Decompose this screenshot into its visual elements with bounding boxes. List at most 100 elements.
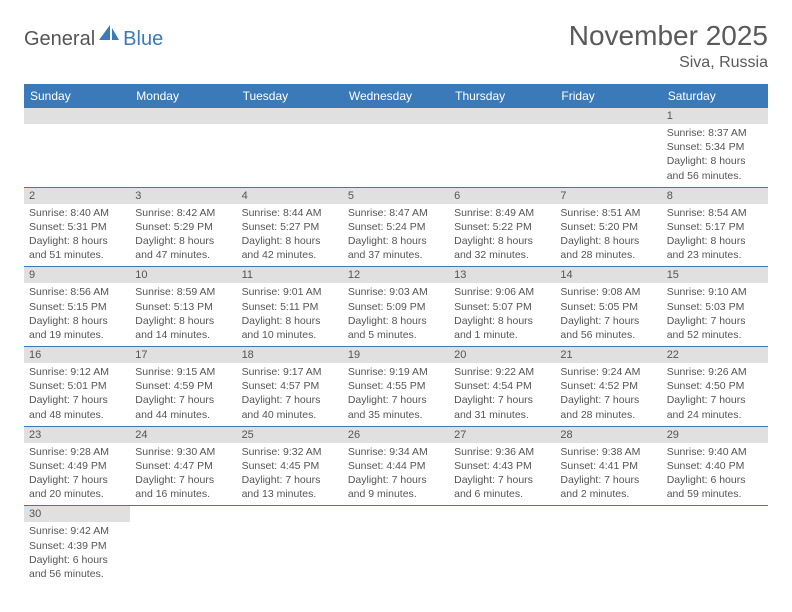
day-header-sunday: Sunday bbox=[24, 84, 130, 108]
day-info: Sunrise: 9:17 AMSunset: 4:57 PMDaylight:… bbox=[237, 363, 343, 426]
day-number: 2 bbox=[24, 188, 130, 204]
sunrise-line: Sunrise: 9:08 AM bbox=[560, 285, 656, 299]
day-cell: 15Sunrise: 9:10 AMSunset: 5:03 PMDayligh… bbox=[662, 267, 768, 347]
sunset-line: Sunset: 4:39 PM bbox=[29, 539, 125, 553]
empty-day-info bbox=[237, 124, 343, 180]
day-cell: 3Sunrise: 8:42 AMSunset: 5:29 PMDaylight… bbox=[130, 187, 236, 267]
day-number: 13 bbox=[449, 267, 555, 283]
day-cell bbox=[24, 108, 130, 187]
daylight-line: Daylight: 7 hours and 35 minutes. bbox=[348, 393, 444, 421]
day-info: Sunrise: 9:01 AMSunset: 5:11 PMDaylight:… bbox=[237, 283, 343, 346]
daylight-line: Daylight: 8 hours and 51 minutes. bbox=[29, 234, 125, 262]
day-info: Sunrise: 8:49 AMSunset: 5:22 PMDaylight:… bbox=[449, 204, 555, 267]
day-number: 22 bbox=[662, 347, 768, 363]
daylight-line: Daylight: 7 hours and 56 minutes. bbox=[560, 314, 656, 342]
week-row: 2Sunrise: 8:40 AMSunset: 5:31 PMDaylight… bbox=[24, 187, 768, 267]
sunset-line: Sunset: 4:59 PM bbox=[135, 379, 231, 393]
sunset-line: Sunset: 5:22 PM bbox=[454, 220, 550, 234]
daylight-line: Daylight: 8 hours and 14 minutes. bbox=[135, 314, 231, 342]
day-cell bbox=[449, 108, 555, 187]
day-number: 12 bbox=[343, 267, 449, 283]
day-number: 25 bbox=[237, 427, 343, 443]
day-info: Sunrise: 8:44 AMSunset: 5:27 PMDaylight:… bbox=[237, 204, 343, 267]
sunset-line: Sunset: 4:57 PM bbox=[242, 379, 338, 393]
sunrise-line: Sunrise: 9:15 AM bbox=[135, 365, 231, 379]
day-cell: 21Sunrise: 9:24 AMSunset: 4:52 PMDayligh… bbox=[555, 347, 661, 427]
logo-text-general: General bbox=[24, 28, 95, 51]
daylight-line: Daylight: 8 hours and 10 minutes. bbox=[242, 314, 338, 342]
daylight-line: Daylight: 7 hours and 9 minutes. bbox=[348, 473, 444, 501]
day-info: Sunrise: 9:24 AMSunset: 4:52 PMDaylight:… bbox=[555, 363, 661, 426]
day-cell: 24Sunrise: 9:30 AMSunset: 4:47 PMDayligh… bbox=[130, 426, 236, 506]
daylight-line: Daylight: 7 hours and 48 minutes. bbox=[29, 393, 125, 421]
daylight-line: Daylight: 7 hours and 52 minutes. bbox=[667, 314, 763, 342]
day-info: Sunrise: 8:37 AMSunset: 5:34 PMDaylight:… bbox=[662, 124, 768, 187]
empty-day-info bbox=[555, 124, 661, 180]
sunset-line: Sunset: 4:55 PM bbox=[348, 379, 444, 393]
day-number: 27 bbox=[449, 427, 555, 443]
sunrise-line: Sunrise: 8:56 AM bbox=[29, 285, 125, 299]
day-number: 24 bbox=[130, 427, 236, 443]
logo: General Blue bbox=[24, 20, 163, 51]
day-number: 8 bbox=[662, 188, 768, 204]
day-cell: 7Sunrise: 8:51 AMSunset: 5:20 PMDaylight… bbox=[555, 187, 661, 267]
day-cell: 20Sunrise: 9:22 AMSunset: 4:54 PMDayligh… bbox=[449, 347, 555, 427]
empty-day-info bbox=[343, 124, 449, 180]
daylight-line: Daylight: 8 hours and 28 minutes. bbox=[560, 234, 656, 262]
day-info: Sunrise: 9:10 AMSunset: 5:03 PMDaylight:… bbox=[662, 283, 768, 346]
sunrise-line: Sunrise: 9:24 AM bbox=[560, 365, 656, 379]
day-cell: 23Sunrise: 9:28 AMSunset: 4:49 PMDayligh… bbox=[24, 426, 130, 506]
day-header-thursday: Thursday bbox=[449, 84, 555, 108]
day-info: Sunrise: 8:51 AMSunset: 5:20 PMDaylight:… bbox=[555, 204, 661, 267]
sunrise-line: Sunrise: 9:12 AM bbox=[29, 365, 125, 379]
sunset-line: Sunset: 4:44 PM bbox=[348, 459, 444, 473]
sunset-line: Sunset: 5:03 PM bbox=[667, 300, 763, 314]
day-info: Sunrise: 9:30 AMSunset: 4:47 PMDaylight:… bbox=[130, 443, 236, 506]
sunrise-line: Sunrise: 8:42 AM bbox=[135, 206, 231, 220]
day-number: 4 bbox=[237, 188, 343, 204]
week-row: 23Sunrise: 9:28 AMSunset: 4:49 PMDayligh… bbox=[24, 426, 768, 506]
daylight-line: Daylight: 8 hours and 19 minutes. bbox=[29, 314, 125, 342]
sunrise-line: Sunrise: 9:17 AM bbox=[242, 365, 338, 379]
daylight-line: Daylight: 7 hours and 6 minutes. bbox=[454, 473, 550, 501]
day-number: 14 bbox=[555, 267, 661, 283]
day-number: 1 bbox=[662, 108, 768, 124]
empty-day-info bbox=[24, 124, 130, 180]
week-row: 1Sunrise: 8:37 AMSunset: 5:34 PMDaylight… bbox=[24, 108, 768, 187]
sunrise-line: Sunrise: 8:44 AM bbox=[242, 206, 338, 220]
day-info: Sunrise: 9:12 AMSunset: 5:01 PMDaylight:… bbox=[24, 363, 130, 426]
daylight-line: Daylight: 6 hours and 56 minutes. bbox=[29, 553, 125, 581]
sunset-line: Sunset: 5:05 PM bbox=[560, 300, 656, 314]
sunset-line: Sunset: 4:41 PM bbox=[560, 459, 656, 473]
day-number: 23 bbox=[24, 427, 130, 443]
day-number: 11 bbox=[237, 267, 343, 283]
sunset-line: Sunset: 5:13 PM bbox=[135, 300, 231, 314]
sunset-line: Sunset: 5:31 PM bbox=[29, 220, 125, 234]
day-cell: 8Sunrise: 8:54 AMSunset: 5:17 PMDaylight… bbox=[662, 187, 768, 267]
sunset-line: Sunset: 4:49 PM bbox=[29, 459, 125, 473]
day-info: Sunrise: 8:47 AMSunset: 5:24 PMDaylight:… bbox=[343, 204, 449, 267]
page-header: General Blue November 2025 Siva, Russia bbox=[24, 20, 768, 72]
day-cell: 13Sunrise: 9:06 AMSunset: 5:07 PMDayligh… bbox=[449, 267, 555, 347]
day-cell: 5Sunrise: 8:47 AMSunset: 5:24 PMDaylight… bbox=[343, 187, 449, 267]
daylight-line: Daylight: 7 hours and 20 minutes. bbox=[29, 473, 125, 501]
calendar-page: General Blue November 2025 Siva, Russia … bbox=[0, 0, 792, 605]
daylight-line: Daylight: 7 hours and 31 minutes. bbox=[454, 393, 550, 421]
week-row: 9Sunrise: 8:56 AMSunset: 5:15 PMDaylight… bbox=[24, 267, 768, 347]
sunrise-line: Sunrise: 9:19 AM bbox=[348, 365, 444, 379]
day-header-friday: Friday bbox=[555, 84, 661, 108]
logo-text-blue: Blue bbox=[123, 28, 163, 51]
day-cell bbox=[555, 506, 661, 585]
sunset-line: Sunset: 5:17 PM bbox=[667, 220, 763, 234]
empty-day-number bbox=[130, 108, 236, 124]
day-cell: 30Sunrise: 9:42 AMSunset: 4:39 PMDayligh… bbox=[24, 506, 130, 585]
day-number: 18 bbox=[237, 347, 343, 363]
day-header-saturday: Saturday bbox=[662, 84, 768, 108]
empty-day-number bbox=[237, 108, 343, 124]
empty-day-number bbox=[343, 108, 449, 124]
day-info: Sunrise: 9:38 AMSunset: 4:41 PMDaylight:… bbox=[555, 443, 661, 506]
sunset-line: Sunset: 5:15 PM bbox=[29, 300, 125, 314]
sunset-line: Sunset: 4:40 PM bbox=[667, 459, 763, 473]
empty-day-info bbox=[130, 124, 236, 180]
day-info: Sunrise: 9:06 AMSunset: 5:07 PMDaylight:… bbox=[449, 283, 555, 346]
